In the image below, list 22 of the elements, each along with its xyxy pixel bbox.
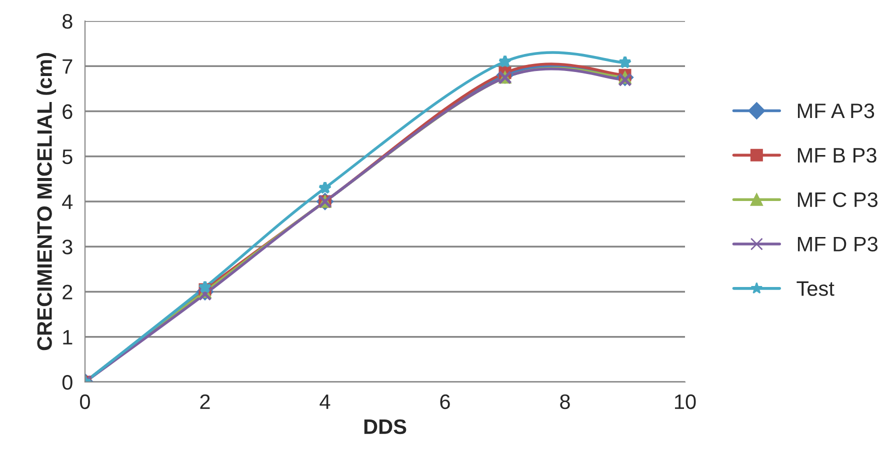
y-tick-label: 1 [63,330,72,344]
y-tick-label: 8 [62,14,72,29]
legend-label: Test [796,281,834,296]
y-tick-label: 4 [62,194,73,210]
y-tick-label: 0 [62,375,72,390]
y-tick-label: 5 [62,150,72,164]
legend-label: MF A P3 [798,104,874,118]
x-tick-label: 8 [560,394,570,410]
legend-label: MF C P3 [798,192,878,208]
y-tick-label: 3 [62,240,72,254]
y-axis-title: CRECIMIENTO MICELIAL (cm) [36,53,56,350]
y-tick-label: 6 [62,104,72,120]
x-tick-label: 0 [80,394,90,410]
x-tick-label: 4 [320,394,330,409]
x-tick-label: 2 [200,394,210,409]
x-axis-title: DDS [364,419,406,434]
legend-label: MF B P3 [798,148,876,163]
y-tick-label: 7 [62,59,72,74]
legend-label: MF D P3 [798,236,878,252]
y-tick-label: 2 [62,284,72,300]
x-tick-label: 10 [675,394,696,410]
x-tick-label: 6 [440,394,450,410]
